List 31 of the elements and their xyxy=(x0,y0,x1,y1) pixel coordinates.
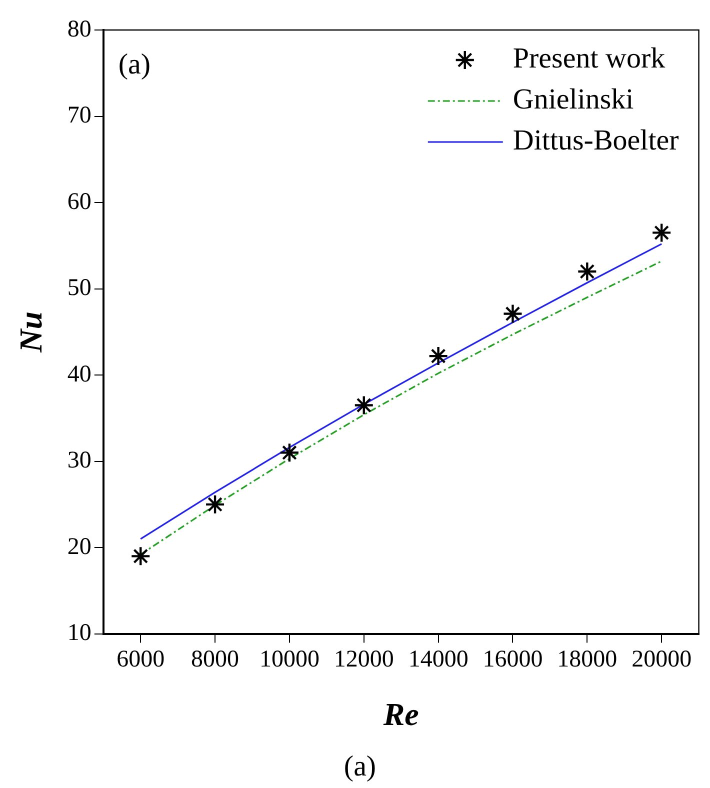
x-tick-label: 18000 xyxy=(557,646,618,672)
y-tick-label: 70 xyxy=(67,102,92,129)
x-tick-label: 16000 xyxy=(482,646,543,672)
legend-label: Present work xyxy=(512,42,666,75)
x-tick-label: 10000 xyxy=(259,646,320,672)
x-tick-label: 14000 xyxy=(408,646,468,672)
y-tick-label: 50 xyxy=(67,275,92,302)
y-tick-label: 60 xyxy=(67,188,92,215)
point xyxy=(577,261,598,282)
y-axis-title: Nu xyxy=(12,311,48,354)
y-tick-label: 10 xyxy=(67,620,92,646)
x-tick-label: 8000 xyxy=(191,646,240,672)
y-tick-label: 20 xyxy=(67,534,92,560)
legend-label: Dittus-Boelter xyxy=(512,124,680,157)
legend-label: Gnielinski xyxy=(512,84,634,116)
y-tick-label: 80 xyxy=(67,16,92,42)
text: (a) xyxy=(344,750,376,783)
y-tick-label: 40 xyxy=(67,361,92,388)
point xyxy=(502,304,523,324)
point xyxy=(130,546,151,566)
point xyxy=(651,222,672,243)
x-tick-label: 20000 xyxy=(632,646,692,672)
x-tick-label: 6000 xyxy=(116,646,165,672)
point xyxy=(204,494,226,515)
point xyxy=(279,442,300,463)
annotation: (a) xyxy=(118,48,151,81)
point xyxy=(428,346,448,366)
x-tick-label: 12000 xyxy=(334,646,394,672)
point xyxy=(354,395,374,416)
y-tick-label: 30 xyxy=(67,448,92,474)
x-axis-title: Re xyxy=(382,696,419,732)
